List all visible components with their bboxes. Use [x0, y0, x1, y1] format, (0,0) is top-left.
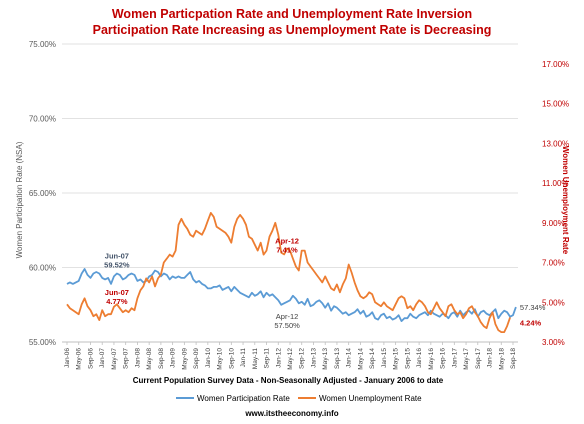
y-axis-left-title: Women Participation Rate (NSA): [15, 141, 24, 258]
annotation-jun07-part-date: Jun-07: [105, 252, 129, 261]
x-tick-label-16: May-11: [252, 348, 259, 370]
y-tick-right-0: 3.00%: [542, 338, 565, 347]
y-axis-right: 3.00% 5.00% 7.00% 9.00% 11.00% 13.00% 15.00% 17…: [542, 60, 569, 347]
y-tick-right-3: 9.00%: [542, 219, 565, 228]
series-line-unemployment: [66, 211, 511, 334]
annotation-apr12-unemp-val: 7.41%: [276, 245, 298, 254]
x-tick-label-22: May-13: [322, 348, 329, 370]
x-tick-label-32: Sep-16: [440, 348, 447, 369]
legend-label-unemployment: Women Unemployment Rate: [319, 394, 422, 403]
y-tick-right-1: 5.00%: [542, 298, 565, 307]
x-tick-label-3: Jan-07: [99, 348, 106, 368]
x-tick-label-35: Sep-17: [475, 348, 482, 369]
x-tick-label-37: May-18: [498, 348, 505, 370]
y-tick-left-3: 70.00%: [29, 115, 56, 124]
x-axis: Jan-06 May-06 Sep-06 Jan-07 May-07 Sep-07 Jan-…: [64, 342, 517, 370]
x-tick-label-21: Jan-13: [310, 348, 317, 368]
x-tick-label-6: Jan-08: [134, 348, 141, 368]
legend: Women Participation Rate Women Unemploym…: [176, 394, 422, 403]
legend-label-participation: Women Participation Rate: [197, 394, 290, 403]
x-tick-label-4: May-07: [111, 348, 118, 370]
x-tick-label-11: Sep-09: [193, 348, 200, 369]
y-tick-left-2: 65.00%: [29, 189, 56, 198]
annotation-apr12-part-val: 57.50%: [274, 321, 300, 330]
x-tick-label-24: Jan-14: [346, 348, 353, 368]
gridlines: [62, 43, 518, 343]
y-axis-right-title: Women Unemployment Rate: [561, 146, 570, 255]
x-tick-label-0: Jan-06: [64, 348, 71, 368]
x-tick-label-28: May-15: [393, 348, 400, 370]
x-tick-label-5: Sep-07: [123, 348, 130, 369]
series-line-participation: [66, 268, 517, 323]
y-tick-right-5: 13.00%: [542, 139, 569, 148]
x-tick-label-27: Jan-15: [381, 348, 388, 368]
x-tick-label-17: Sep-11: [264, 348, 271, 369]
x-tick-label-15: Jan-11: [240, 348, 247, 368]
x-tick-label-34: May-17: [463, 348, 470, 370]
y-tick-right-6: 15.00%: [542, 100, 569, 109]
annotation-jun07-part-val: 59.52%: [104, 261, 130, 270]
x-tick-label-30: Jan-16: [416, 348, 423, 368]
x-tick-label-10: May-09: [181, 348, 188, 370]
x-tick-label-18: Jan-12: [275, 348, 282, 368]
x-tick-label-8: Sep-08: [158, 348, 165, 369]
x-tick-label-1: May-06: [76, 348, 83, 370]
x-tick-label-20: Sep-12: [299, 348, 306, 369]
x-tick-label-38: Sep-18: [510, 348, 517, 369]
x-tick-label-29: Sep-15: [404, 348, 411, 369]
y-tick-left-1: 60.00%: [29, 264, 56, 273]
x-tick-label-7: May-08: [146, 348, 153, 370]
x-tick-label-12: Jan-10: [205, 348, 212, 368]
x-tick-label-14: Sep-10: [228, 348, 235, 369]
x-tick-label-33: Jan-17: [451, 348, 458, 368]
y-tick-right-4: 11.00%: [542, 179, 569, 188]
series-group: [66, 211, 517, 334]
y-axis-left: 55.00% 60.00% 65.00% 70.00% 75.00%: [29, 40, 56, 347]
annotation-apr12-unemp-date: Apr-12: [275, 236, 299, 245]
chart-title: Women Particpation Rate and Unemployment…: [112, 7, 472, 21]
x-tick-label-36: Jan-18: [487, 348, 494, 368]
x-tick-label-23: Sep-13: [334, 348, 341, 369]
x-tick-label-19: May-12: [287, 348, 294, 370]
x-tick-label-26: Sep-14: [369, 348, 376, 369]
annotation-jun07-unemp-val: 4.77%: [106, 297, 128, 306]
x-tick-label-13: May-10: [217, 348, 224, 370]
annotation-apr12-part-date: Apr-12: [276, 312, 299, 321]
annotation-end-unemp: 4.24%: [520, 318, 542, 327]
annotation-end-part: 57.34%: [520, 303, 546, 312]
x-tick-label-31: May-16: [428, 348, 435, 370]
x-tick-label-25: May-14: [357, 348, 364, 370]
x-axis-title: Current Population Survey Data - Non-Sea…: [133, 376, 444, 385]
source-text: www.itstheeconomy.info: [244, 409, 338, 418]
chart-subtitle: Participation Rate Increasing as Unemplo…: [93, 23, 492, 37]
x-tick-label-2: Sep-06: [87, 348, 94, 369]
annotation-jun07-unemp-date: Jun-07: [105, 288, 129, 297]
annotations: Jun-0759.52%Jun-074.77%Apr-127.41%Apr-12…: [104, 236, 546, 329]
y-tick-left-0: 55.00%: [29, 338, 56, 347]
y-tick-right-2: 7.00%: [542, 259, 565, 268]
y-tick-left-4: 75.00%: [29, 40, 56, 49]
x-tick-label-9: Jan-09: [170, 348, 177, 368]
y-tick-right-7: 17.00%: [542, 60, 569, 69]
